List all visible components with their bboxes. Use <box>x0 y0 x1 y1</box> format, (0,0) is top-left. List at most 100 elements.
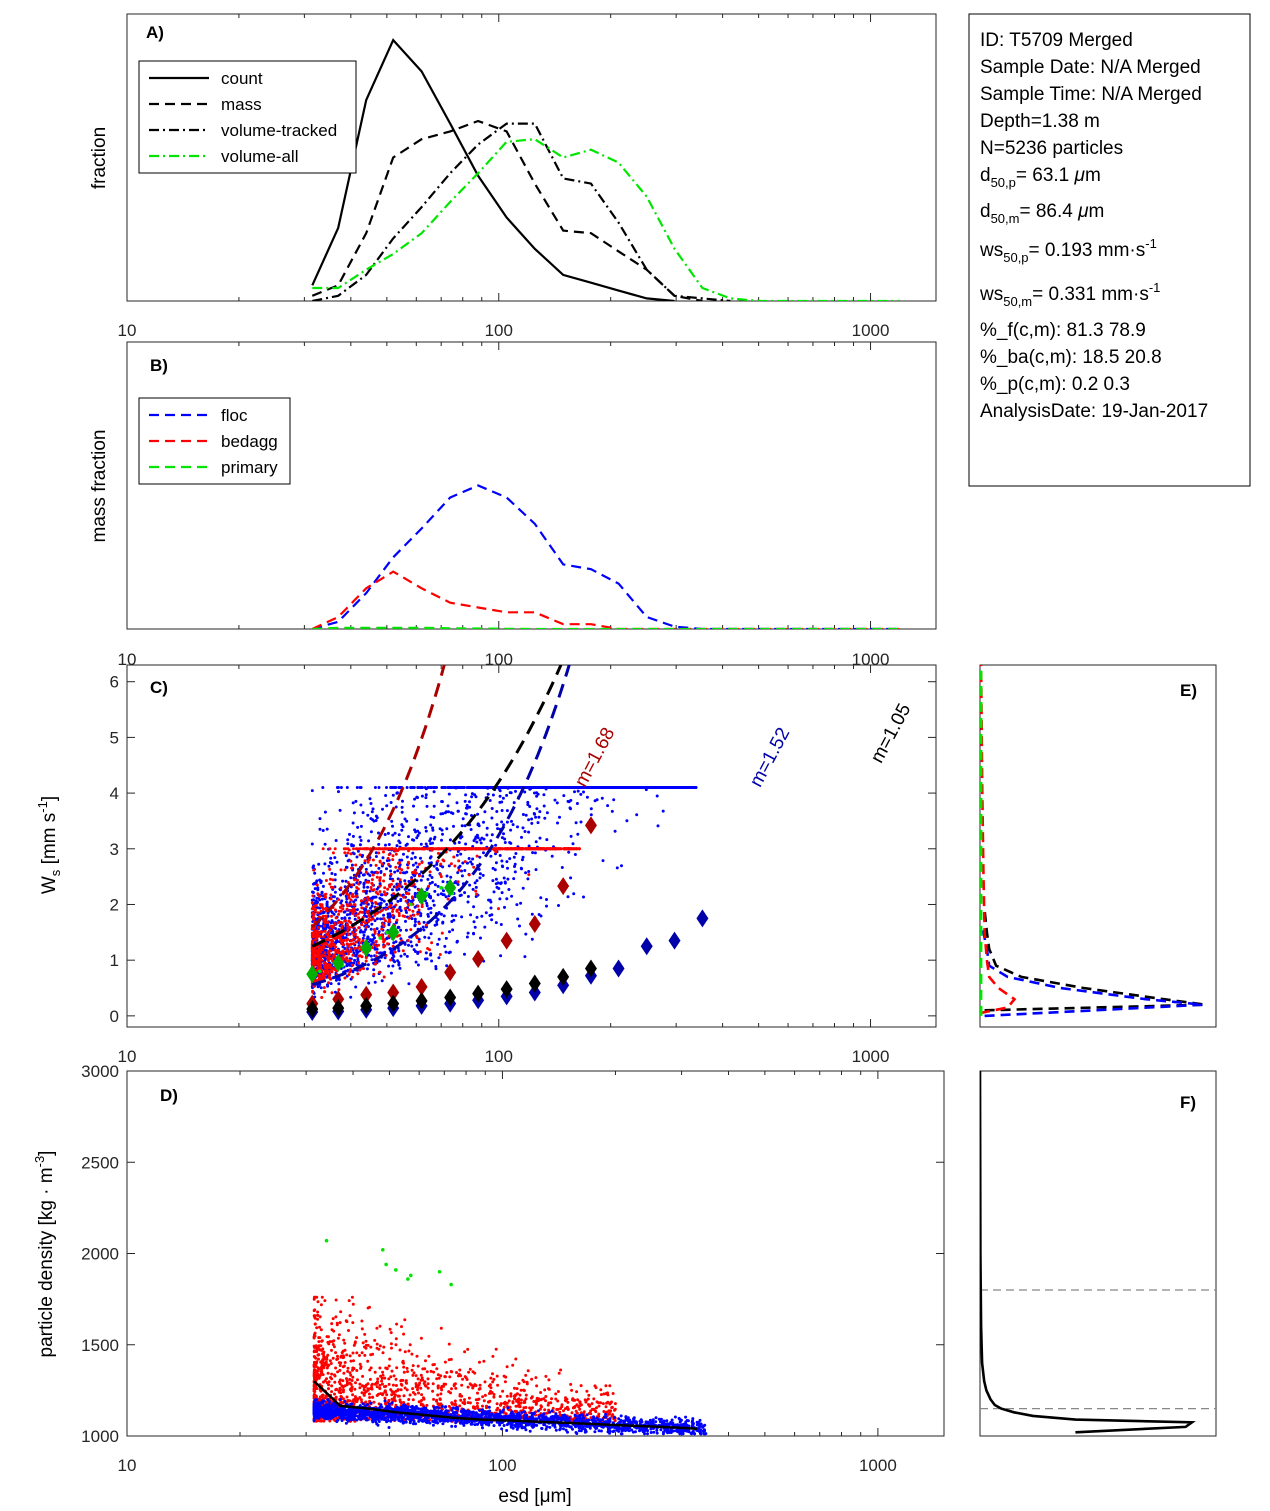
bedagg-particle <box>328 928 332 932</box>
primary-particle <box>439 885 443 890</box>
floc-particle <box>400 805 404 809</box>
floc-particle <box>656 824 660 828</box>
floc-particle <box>447 786 450 789</box>
floc-particle <box>473 881 477 885</box>
floc-particle <box>498 794 502 798</box>
bedagg-particle <box>365 910 369 914</box>
floc-particle <box>533 851 537 855</box>
bedagg-particle <box>411 1387 415 1391</box>
floc-particle <box>416 834 420 837</box>
x-tick-label: 10 <box>118 321 137 340</box>
floc-particle <box>465 805 469 809</box>
bedagg-particle <box>391 879 395 883</box>
floc-particle <box>355 786 359 789</box>
bedagg-particle <box>313 1349 317 1353</box>
floc-particle <box>371 807 375 811</box>
bedagg-particle <box>331 878 335 882</box>
floc-particle <box>391 951 394 955</box>
floc-particle <box>683 786 687 789</box>
floc-particle <box>425 904 429 908</box>
floc-particle <box>442 914 446 918</box>
bedagg-particle <box>322 935 326 939</box>
bedagg-particle <box>403 1350 407 1354</box>
panel-c-ylabel: Ws [mm s-1] <box>35 796 63 894</box>
panel-d-ylabel: particle density [kg · m-3] <box>32 1151 57 1358</box>
floc-particle <box>407 982 411 986</box>
bedagg-particle <box>359 941 362 945</box>
bedagg-particle <box>328 953 332 957</box>
floc-particle <box>321 884 325 888</box>
floc-particle <box>348 912 352 916</box>
floc-particle <box>520 858 524 862</box>
floc-particle <box>440 838 443 842</box>
legend-entry: count <box>221 69 263 88</box>
bedagg-particle <box>513 847 517 851</box>
floc-particle <box>344 854 348 858</box>
floc-particle <box>495 885 499 889</box>
bedagg-particle <box>363 1385 367 1389</box>
bedagg-particle <box>371 873 375 877</box>
bedagg-particle <box>347 1299 351 1303</box>
floc-particle <box>372 819 376 823</box>
series-line-volume-all <box>312 138 900 301</box>
floc-particle <box>385 786 388 789</box>
bedagg-particle <box>382 879 386 883</box>
bedagg-particle <box>364 847 368 851</box>
floc-particle <box>334 978 338 982</box>
floc-particle <box>429 906 433 910</box>
floc-particle <box>448 930 451 934</box>
floc-particle <box>367 839 371 843</box>
bedagg-particle <box>436 859 440 863</box>
bedagg-particle <box>421 847 425 851</box>
bedagg-particle <box>315 883 319 887</box>
floc-particle <box>407 835 410 839</box>
bedagg-particle <box>330 1384 334 1388</box>
bedagg-particle <box>353 946 357 950</box>
bedagg-particle <box>345 1377 348 1381</box>
bedagg-particle <box>343 931 347 935</box>
floc-particle <box>463 891 467 895</box>
bedagg-particle <box>427 1354 431 1358</box>
bedagg-particle <box>324 1360 328 1364</box>
bedagg-particle <box>543 1408 547 1412</box>
floc-particle <box>414 830 418 834</box>
floc-particle <box>524 813 528 817</box>
floc-particle <box>350 863 354 867</box>
binned-mean-bedagg <box>528 914 541 933</box>
bedagg-particle <box>474 889 478 893</box>
bedagg-particle <box>394 865 398 869</box>
bedagg-particle <box>424 923 428 927</box>
bedagg-particle <box>351 912 355 915</box>
floc-particle <box>452 824 455 828</box>
bedagg-particle <box>311 954 315 958</box>
floc-particle <box>420 794 424 798</box>
bedagg-particle <box>530 1406 534 1410</box>
bedagg-particle <box>562 847 565 851</box>
floc-particle <box>469 828 473 831</box>
floc-particle <box>405 786 409 789</box>
bedagg-particle <box>578 1407 582 1411</box>
bedagg-particle <box>599 1388 603 1392</box>
bedagg-particle <box>316 925 320 929</box>
bedagg-particle <box>317 977 321 981</box>
floc-particle <box>351 821 355 825</box>
floc-particle <box>576 789 580 793</box>
floc-particle <box>331 895 335 899</box>
bedagg-particle <box>387 853 391 857</box>
floc-particle <box>500 820 504 824</box>
floc-particle <box>401 799 404 803</box>
floc-particle <box>395 888 399 892</box>
floc-particle <box>345 964 349 968</box>
bedagg-particle <box>345 903 349 907</box>
floc-particle <box>321 786 325 789</box>
floc-particle <box>468 805 472 809</box>
floc-particle <box>620 786 624 789</box>
floc-particle <box>372 968 376 972</box>
floc-particle <box>385 903 389 906</box>
bedagg-particle <box>322 973 326 977</box>
bedagg-particle <box>361 1341 365 1345</box>
floc-particle <box>429 786 433 789</box>
bedagg-particle <box>356 972 360 976</box>
bedagg-particle <box>568 847 572 851</box>
floc-particle <box>644 786 648 789</box>
